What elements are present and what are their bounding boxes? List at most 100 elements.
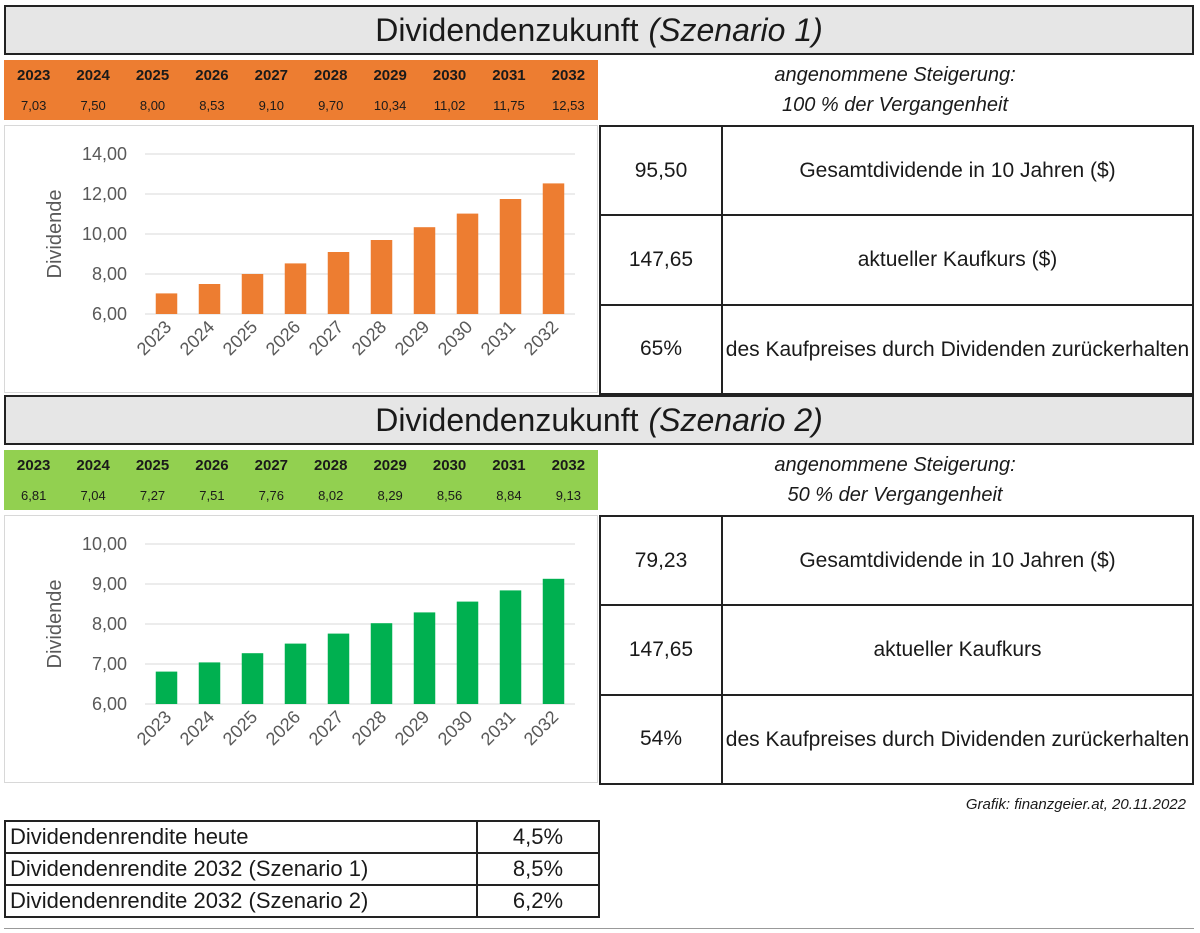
yield-value: 8,5% [476,852,600,886]
assumption-line-1: angenommene Steigerung: [774,453,1016,476]
x-tick-label: 2025 [219,707,261,749]
year-label: 2023 [17,456,51,474]
x-tick-label: 2023 [133,707,175,749]
dividend-value: 7,04 [80,487,106,503]
scenario-1-year-row: 2023 2024 2025 2026 2027 2028 2029 2030 … [4,60,598,90]
dividend-value: 7,50 [80,97,106,113]
scenario-2-value-row: 6,81 7,04 7,27 7,51 7,76 8,02 8,29 8,56 … [4,480,598,510]
scenario-1-summary-table: 95,50 Gesamtdividende in 10 Jahren ($) 1… [599,124,1194,396]
bar [241,274,264,314]
bar [413,227,436,314]
scenario-2-summary-table: 79,23 Gesamtdividende in 10 Jahren ($) 1… [599,514,1194,786]
dividend-value: 8,29 [377,487,403,503]
purchase-price-label: aktueller Kaufkurs ($) [721,214,1194,306]
scenario-2-title-main: Dividendenzukunft [375,401,639,438]
year-label: 2029 [373,456,407,474]
dividend-value: 7,76 [258,487,284,503]
bar [542,183,565,314]
x-tick-label: 2023 [133,317,175,359]
y-tick-label: 14,00 [82,144,127,164]
y-tick-label: 10,00 [82,224,127,244]
year-label: 2032 [551,456,586,474]
dividend-value: 7,51 [199,487,225,503]
dividend-value: 8,02 [318,487,344,503]
y-tick-label: 6,00 [92,694,127,714]
x-tick-label: 2026 [262,317,304,359]
x-tick-label: 2031 [477,317,519,359]
bar [327,252,350,314]
year-label: 2023 [17,66,51,84]
bar [370,623,393,704]
scenario-2-year-row: 2023 2024 2025 2026 2027 2028 2029 2030 … [4,450,598,480]
bar [456,213,479,314]
x-tick-label: 2028 [348,707,390,749]
bar [155,293,178,314]
x-tick-label: 2025 [219,317,261,359]
dividend-value: 9,13 [555,487,582,503]
year-label: 2025 [135,456,170,474]
y-axis-label: Dividende [44,580,66,669]
return-share-label: des Kaufpreises durch Dividenden zurücke… [721,693,1194,786]
y-tick-label: 9,00 [92,574,127,594]
x-tick-label: 2028 [348,317,390,359]
bar [542,578,565,704]
year-label: 2028 [314,456,348,474]
yield-value: 4,5% [476,820,600,854]
bar [284,263,307,314]
year-label: 2025 [135,66,170,84]
y-tick-label: 10,00 [82,534,127,554]
scenario-2-chart: 6,00 7,00 8,00 9,00 10,00 Dividende 2023 2024 20… [4,515,598,783]
y-axis-label: Dividende [44,190,66,279]
summary-row-total: 95,50 Gesamtdividende in 10 Jahren ($) [599,124,1194,217]
dividend-value: 7,27 [139,487,166,503]
summary-row-total: 79,23 Gesamtdividende in 10 Jahren ($) [599,514,1194,607]
bar [198,284,221,314]
year-label: 2027 [254,456,289,474]
assumption-line-1: angenommene Steigerung: [774,63,1016,86]
year-label: 2026 [195,66,229,84]
yield-row: Dividendenrendite 2032 (Szenario 2) 6,2% [4,884,600,918]
summary-row-price: 147,65 aktueller Kaufkurs [599,604,1194,696]
year-label: 2030 [432,456,467,474]
x-tick-label: 2032 [520,317,562,359]
bar [198,662,221,704]
y-tick-label: 12,00 [82,184,127,204]
year-label: 2030 [432,66,467,84]
dividend-value: 11,02 [433,97,466,113]
yield-label: Dividendenrendite heute [4,820,478,854]
y-tick-label: 8,00 [92,264,127,284]
dividend-value: 9,10 [258,97,284,113]
y-tick-label: 6,00 [92,304,127,324]
year-label: 2026 [195,456,229,474]
dividend-value: 8,56 [436,487,463,503]
bar [284,643,307,704]
purchase-price-value: 147,65 [599,604,723,696]
dividend-value: 8,84 [496,487,522,503]
return-share-label: des Kaufpreises durch Dividenden zurücke… [721,303,1194,396]
bar [456,601,479,704]
scenario-1-bar-chart: 6,00 8,00 10,00 12,00 14,00 Dividende 2023 2024… [44,144,575,359]
bar [327,633,350,704]
dividend-value: 8,53 [199,97,225,113]
yield-row: Dividendenrendite heute 4,5% [4,820,600,854]
dividend-value: 11,75 [493,97,525,113]
bar [499,590,522,704]
source-credit: Grafik: finanzgeier.at, 20.11.2022 [965,796,1186,813]
return-share-value: 65% [599,303,723,396]
total-dividend-value: 79,23 [599,514,723,607]
x-tick-label: 2031 [477,707,519,749]
yield-value: 6,2% [476,884,600,918]
return-share-value: 54% [599,693,723,786]
bar [370,240,393,314]
year-label: 2027 [254,66,289,84]
x-tick-label: 2029 [391,707,433,749]
bottom-divider [4,928,1194,929]
x-tick-label: 2026 [262,707,304,749]
scenario-1-assumption-note: angenommene Steigerung: 100 % der Vergan… [600,60,1190,120]
scenario-1-chart: 6,00 8,00 10,00 12,00 14,00 Dividende 2023 2024… [4,125,598,393]
dividend-value: 8,00 [139,97,166,113]
scenario-2-assumption-note: angenommene Steigerung: 50 % der Vergang… [600,450,1190,510]
y-tick-label: 7,00 [92,654,127,674]
summary-row-return: 65% des Kaufpreises durch Dividenden zur… [599,303,1194,396]
